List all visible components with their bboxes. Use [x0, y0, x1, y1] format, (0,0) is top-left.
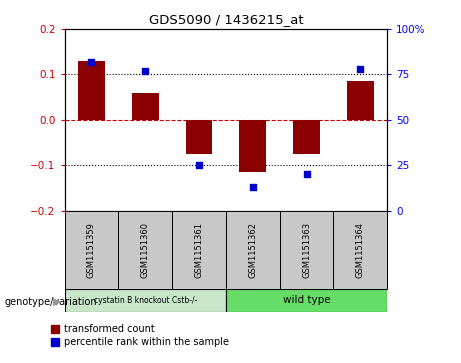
Bar: [293, 120, 320, 154]
Point: [303, 171, 310, 177]
Point: [88, 59, 95, 65]
Text: GSM1151359: GSM1151359: [87, 222, 96, 277]
Bar: [78, 61, 105, 120]
Legend: transformed count, percentile rank within the sample: transformed count, percentile rank withi…: [51, 324, 229, 347]
Text: ▶: ▶: [53, 297, 61, 307]
Point: [249, 184, 256, 190]
Bar: [226, 211, 280, 289]
Bar: [239, 120, 266, 172]
Bar: [333, 211, 387, 289]
Bar: [347, 81, 374, 120]
Bar: [172, 211, 226, 289]
Text: GSM1151360: GSM1151360: [141, 221, 150, 278]
Bar: [226, 289, 387, 312]
Text: GSM1151363: GSM1151363: [302, 221, 311, 278]
Bar: [118, 211, 172, 289]
Text: wild type: wild type: [283, 295, 331, 305]
Point: [142, 68, 149, 74]
Bar: [65, 289, 226, 312]
Title: GDS5090 / 1436215_at: GDS5090 / 1436215_at: [148, 13, 303, 26]
Bar: [185, 120, 213, 154]
Point: [195, 162, 203, 168]
Bar: [280, 211, 333, 289]
Bar: [65, 211, 118, 289]
Text: GSM1151361: GSM1151361: [195, 221, 203, 278]
Bar: [132, 93, 159, 120]
Text: GSM1151364: GSM1151364: [356, 221, 365, 278]
Text: genotype/variation: genotype/variation: [5, 297, 97, 307]
Point: [357, 66, 364, 72]
Text: GSM1151362: GSM1151362: [248, 221, 257, 278]
Text: cystatin B knockout Cstb-/-: cystatin B knockout Cstb-/-: [94, 296, 197, 305]
